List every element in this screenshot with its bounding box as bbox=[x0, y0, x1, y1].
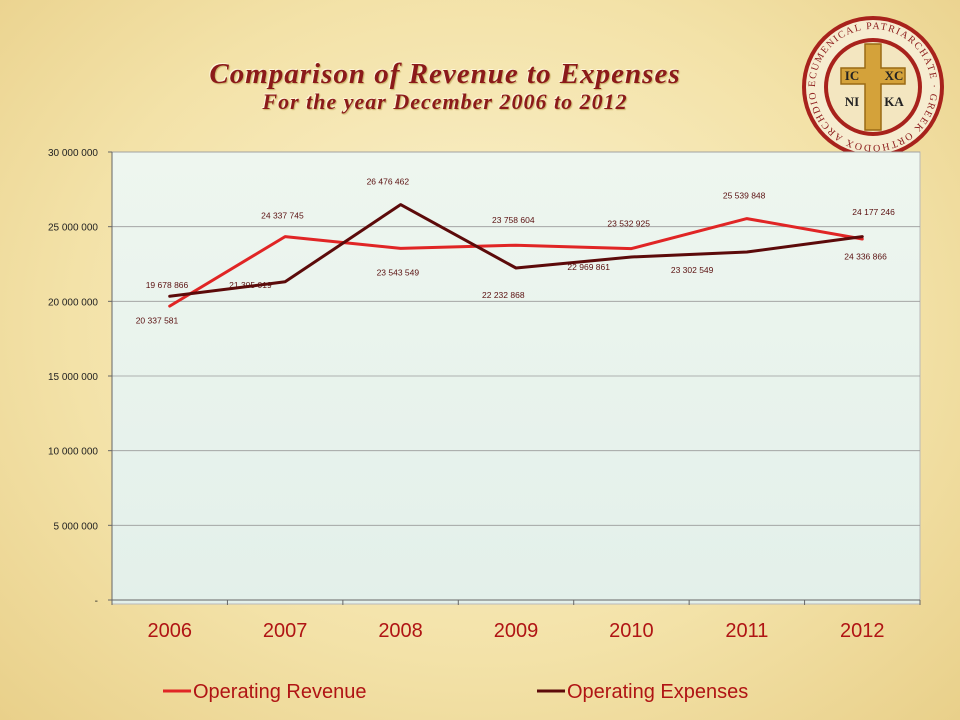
data-label: 22 969 861 bbox=[567, 262, 610, 272]
data-label: 20 337 581 bbox=[136, 315, 179, 325]
series-line-operating-expenses bbox=[168, 203, 864, 298]
data-label: 25 539 848 bbox=[723, 191, 766, 201]
data-label: 23 532 925 bbox=[607, 219, 650, 229]
x-tick-label: 2007 bbox=[263, 620, 308, 642]
y-tick-label: - bbox=[95, 596, 98, 607]
y-tick-label: 25 000 000 bbox=[48, 223, 98, 234]
data-label: 22 232 868 bbox=[482, 290, 525, 300]
data-label: 23 758 604 bbox=[492, 215, 535, 225]
data-label: 23 543 549 bbox=[377, 267, 420, 277]
data-label: 24 177 246 bbox=[852, 207, 895, 217]
data-label: 21 305 019 bbox=[229, 280, 272, 290]
x-tick-label: 2012 bbox=[840, 620, 885, 642]
svg-text:KA: KA bbox=[884, 94, 904, 109]
y-tick-label: 15 000 000 bbox=[48, 372, 98, 383]
data-label: 19 678 866 bbox=[146, 280, 189, 290]
archdiocese-seal: ECUMENICAL PATRIARCHATE · GREEK ORTHODOX… bbox=[800, 14, 944, 158]
data-label: 24 336 866 bbox=[844, 252, 887, 262]
legend-label: Operating Expenses bbox=[567, 681, 748, 703]
chart-title: Comparison of Revenue to Expenses bbox=[209, 58, 681, 90]
data-label: 26 476 462 bbox=[367, 177, 410, 187]
plot-area bbox=[111, 151, 921, 605]
svg-text:NI: NI bbox=[845, 94, 859, 109]
series-line-operating-revenue bbox=[168, 217, 864, 308]
x-tick-label: 2006 bbox=[147, 620, 192, 642]
svg-text:XC: XC bbox=[885, 68, 904, 83]
svg-text:IC: IC bbox=[845, 68, 859, 83]
chart-subtitle: For the year December 2006 to 2012 bbox=[262, 89, 628, 114]
data-label: 23 302 549 bbox=[671, 265, 714, 275]
y-tick-label: 5 000 000 bbox=[54, 521, 99, 532]
y-tick-label: 30 000 000 bbox=[48, 148, 98, 159]
x-tick-label: 2009 bbox=[494, 620, 539, 642]
x-tick-label: 2010 bbox=[609, 620, 654, 642]
x-tick-label: 2011 bbox=[725, 620, 768, 642]
legend-label: Operating Revenue bbox=[193, 681, 366, 703]
y-tick-label: 10 000 000 bbox=[48, 447, 98, 458]
data-label: 24 337 745 bbox=[261, 211, 304, 221]
y-tick-label: 20 000 000 bbox=[48, 297, 98, 308]
x-tick-label: 2008 bbox=[378, 620, 423, 642]
